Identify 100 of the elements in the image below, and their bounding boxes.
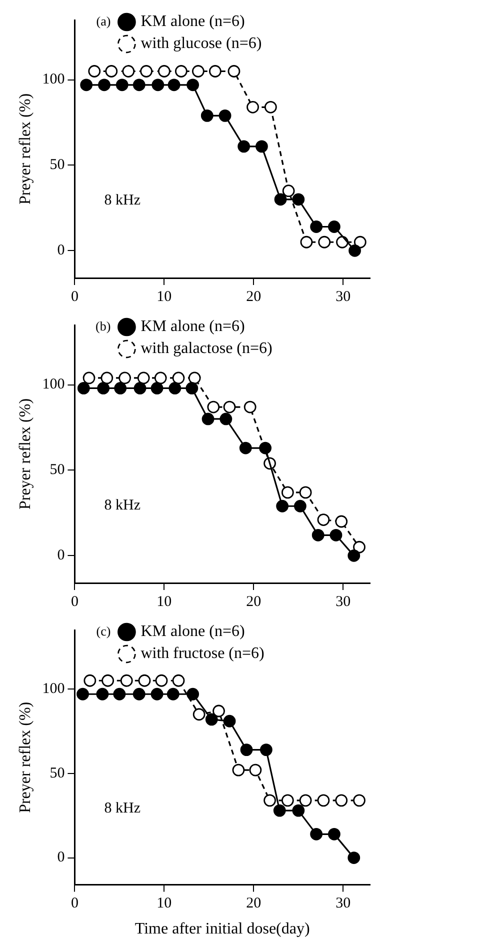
point [223, 400, 236, 414]
point [218, 109, 232, 122]
point [137, 372, 150, 384]
point [140, 65, 152, 78]
point [84, 674, 96, 687]
x-tick-label: 30 [336, 288, 351, 305]
y-axis-title: Preyer reflex (%) [16, 93, 34, 205]
legend-label: KM alone (n=6) [140, 318, 245, 336]
point [239, 442, 252, 454]
point [353, 540, 366, 554]
point [102, 674, 114, 687]
point [330, 528, 342, 542]
y-tick-label: 50 [50, 462, 65, 478]
point [299, 794, 312, 807]
point [150, 382, 164, 394]
point [292, 193, 305, 206]
point [202, 412, 214, 426]
x-tick-label: 20 [246, 288, 262, 305]
point [186, 382, 198, 394]
point [264, 794, 276, 807]
point [246, 100, 259, 114]
point [240, 744, 253, 756]
y-tick-label: 0 [57, 242, 65, 259]
point [335, 515, 348, 528]
legend-label: with fructose (n=6) [140, 645, 264, 662]
point [292, 804, 305, 817]
point [312, 528, 324, 542]
y-tick-label: 0 [57, 850, 65, 866]
point [353, 794, 366, 807]
point [82, 372, 96, 384]
point [348, 852, 360, 864]
x-tick-label: 30 [336, 594, 351, 610]
annotation: 8 kHz [104, 800, 141, 816]
y-tick-label: 100 [42, 72, 65, 88]
point [264, 100, 277, 114]
point [282, 184, 295, 198]
point [318, 236, 331, 248]
point [76, 688, 89, 700]
point [155, 674, 168, 687]
point [276, 500, 289, 512]
point [348, 549, 360, 562]
point [299, 486, 312, 499]
point [174, 65, 188, 78]
point [138, 674, 151, 687]
point [120, 674, 133, 687]
point [300, 236, 313, 248]
y-axis-title: Preyer reflex (%) [16, 398, 34, 510]
point [294, 500, 306, 512]
point [132, 688, 146, 700]
point [77, 382, 90, 394]
annotation: 8 kHz [104, 192, 141, 209]
point [192, 708, 206, 721]
chart-title: (a) [96, 13, 111, 28]
x-tick-label: 20 [246, 594, 262, 610]
point [281, 486, 294, 499]
point [249, 764, 262, 776]
point [220, 412, 232, 426]
point [192, 65, 204, 78]
point [134, 382, 146, 394]
x-tick-label: 10 [156, 896, 172, 912]
point [348, 244, 361, 257]
point [113, 688, 126, 700]
x-tick-label: 20 [246, 896, 262, 912]
point [273, 804, 286, 817]
point [274, 193, 287, 206]
point [158, 65, 170, 78]
y-tick-label: 0 [57, 548, 65, 564]
point [152, 78, 164, 92]
point [166, 688, 180, 700]
x-tick-label: 10 [156, 288, 172, 305]
point [96, 688, 109, 700]
y-tick-label: 50 [50, 765, 65, 782]
point [132, 78, 146, 92]
chart-title: (c) [96, 623, 111, 638]
legend-label: KM alone (n=6) [140, 13, 245, 30]
point [80, 78, 93, 92]
point [118, 372, 132, 384]
point [200, 109, 214, 122]
point [186, 78, 200, 92]
legend-label: with glucose (n=6) [140, 35, 262, 52]
point [310, 220, 323, 233]
point [259, 442, 272, 454]
point [97, 382, 110, 394]
point [354, 236, 366, 248]
y-axis-title: Preyer reflex (%) [16, 702, 34, 813]
x-tick-label: 30 [336, 896, 351, 912]
point [116, 78, 128, 92]
point [328, 220, 340, 233]
point [88, 65, 101, 78]
point [228, 65, 240, 78]
point [188, 372, 201, 384]
x-tick-label: 10 [156, 594, 172, 610]
point [172, 674, 185, 687]
y-tick-label: 100 [42, 680, 65, 697]
point [223, 714, 236, 728]
point [168, 78, 180, 92]
point [317, 794, 330, 807]
legend-label: KM alone (n=6) [140, 623, 245, 640]
point [105, 65, 118, 78]
x-tick-label: 0 [70, 594, 78, 610]
